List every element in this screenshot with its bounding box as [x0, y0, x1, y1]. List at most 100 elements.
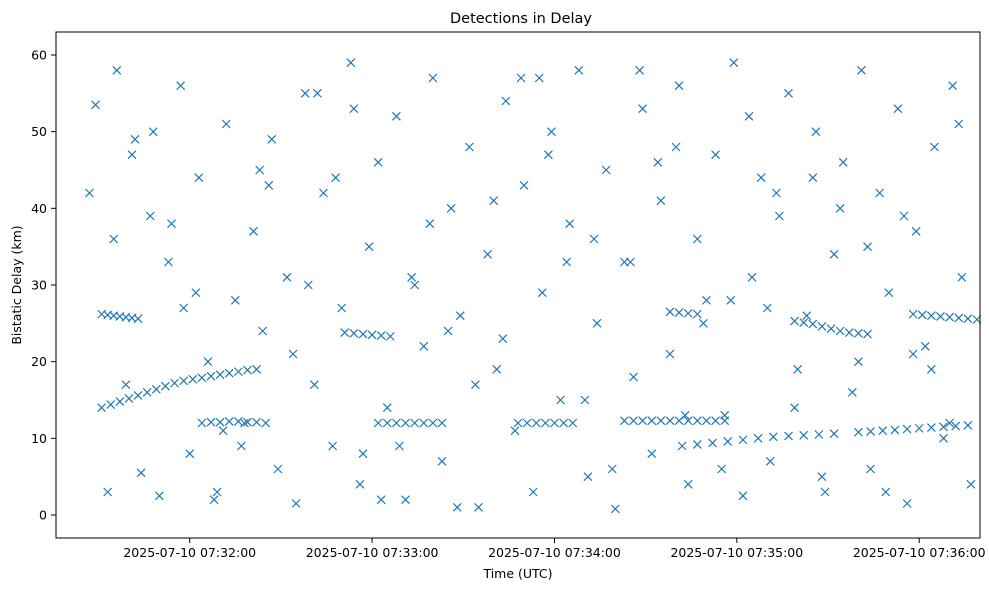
data-point [653, 157, 663, 167]
y-tick-label: 50 [31, 124, 47, 139]
data-point [911, 226, 921, 236]
data-point [656, 416, 666, 426]
x-tick-label: 2025-07-10 07:36:00 [853, 545, 986, 560]
data-point [243, 417, 252, 427]
data-point [835, 203, 845, 213]
data-point [902, 499, 912, 508]
data-point [592, 318, 602, 328]
x-tick-label: 2025-07-10 07:32:00 [123, 545, 256, 560]
data-point [531, 418, 541, 428]
data-point [179, 303, 189, 313]
data-point [926, 311, 936, 321]
y-tick-label: 20 [31, 354, 47, 369]
data-point [945, 312, 955, 322]
data-point [954, 313, 964, 323]
data-point [808, 173, 818, 183]
data-point [829, 429, 839, 439]
data-point [455, 311, 465, 321]
data-point [692, 440, 702, 449]
data-point [926, 423, 936, 433]
data-point [385, 331, 395, 341]
data-point [133, 390, 143, 400]
chart-title: Detections in Delay [450, 11, 592, 27]
data-point [562, 257, 572, 267]
data-point [738, 491, 748, 501]
data-point [720, 410, 730, 420]
data-point [364, 242, 374, 252]
data-point [671, 142, 681, 152]
data-point [951, 421, 961, 431]
y-tick-label: 30 [31, 278, 47, 293]
data-point [875, 188, 885, 198]
data-point [346, 58, 356, 68]
data-point [452, 502, 462, 512]
data-point [784, 88, 793, 98]
data-point [683, 479, 693, 489]
data-point [692, 234, 702, 244]
data-point [929, 142, 939, 152]
data-point [115, 397, 125, 406]
data-point [665, 416, 675, 426]
data-point [729, 58, 739, 68]
data-point [711, 416, 720, 426]
x-axis-ticks: 2025-07-10 07:32:00 2025-07-10 07:33:00 20… [123, 538, 986, 560]
data-point [410, 280, 420, 290]
data-point [656, 196, 666, 206]
data-point [376, 331, 386, 341]
data-point [176, 81, 186, 91]
data-point [133, 314, 143, 324]
data-point [428, 73, 438, 83]
data-point [483, 249, 493, 259]
data-point [464, 142, 474, 152]
data-point [428, 418, 438, 428]
data-point [853, 427, 863, 437]
data-point [647, 416, 657, 426]
data-point [319, 188, 328, 198]
data-point [747, 272, 757, 282]
data-point [249, 226, 258, 236]
data-point [954, 119, 964, 129]
data-point [674, 81, 684, 91]
data-point [853, 328, 863, 338]
data-point [534, 73, 544, 83]
data-point [230, 295, 240, 305]
data-point [939, 433, 948, 443]
data-point [191, 288, 201, 298]
data-point [683, 308, 693, 318]
data-point [382, 403, 392, 413]
data-point [367, 330, 377, 340]
data-point [817, 472, 827, 482]
data-point [537, 288, 547, 298]
data-point [443, 326, 453, 336]
data-point [528, 487, 538, 497]
data-point [437, 456, 447, 466]
data-point [252, 417, 262, 427]
data-point [337, 303, 347, 313]
data-point [638, 416, 648, 426]
data-point [376, 495, 386, 505]
data-point [401, 418, 410, 428]
y-axis-label: Bistatic Delay (km) [9, 225, 24, 344]
data-point [148, 127, 158, 137]
data-point [939, 422, 948, 432]
data-point [574, 65, 584, 75]
data-point [665, 307, 675, 317]
data-points [85, 58, 982, 514]
data-point [583, 472, 593, 482]
data-point [164, 257, 173, 267]
data-point [401, 495, 410, 505]
data-point [774, 211, 784, 221]
data-point [799, 430, 809, 440]
data-point [264, 180, 274, 190]
data-point [267, 134, 277, 144]
data-point [194, 173, 204, 183]
data-point [373, 157, 383, 167]
data-point [811, 127, 821, 137]
data-point [215, 417, 225, 427]
data-point [844, 328, 854, 337]
data-point [866, 427, 876, 436]
data-point [784, 431, 793, 441]
data-point [300, 88, 310, 98]
data-point [580, 395, 590, 405]
